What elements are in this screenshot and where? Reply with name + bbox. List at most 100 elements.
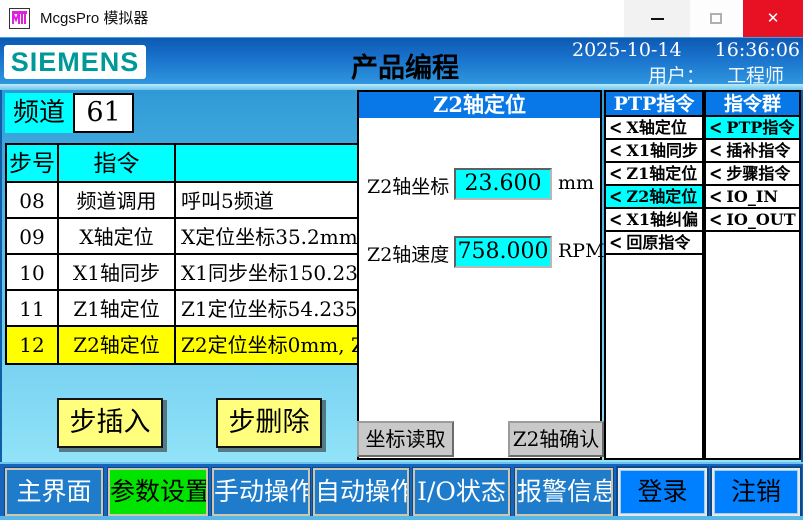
group-menu-title: 指令群 bbox=[706, 92, 799, 117]
z2-confirm-button[interactable]: Z2轴确认 bbox=[508, 421, 604, 457]
table-row[interactable]: 09 X轴定位 X定位坐标35.2mm, X bbox=[7, 219, 405, 255]
menu-item-label: X轴定位 bbox=[626, 118, 687, 137]
step-command: X轴定位 bbox=[59, 219, 176, 255]
menu-item-label: 插补指令 bbox=[726, 141, 791, 160]
header-divider bbox=[0, 84, 803, 90]
maximize-icon bbox=[710, 13, 722, 24]
chevron-left-icon: < bbox=[609, 209, 623, 231]
nav-io-status-button[interactable]: I/O状态 bbox=[413, 468, 510, 516]
nav-logout-button[interactable]: 注销 bbox=[712, 468, 800, 516]
step-no: 09 bbox=[7, 219, 59, 255]
ptp-command-menu: PTP指令 < X轴定位 < X1轴同步 < Z1轴定位 < Z2轴定位 < X1轴纠偏 … bbox=[604, 90, 704, 460]
page-header: SIEMENS 产品编程 2025-10-14 16:36:06 用户： 工程师 bbox=[0, 37, 803, 87]
chevron-left-icon: < bbox=[609, 117, 623, 139]
close-icon: ✕ bbox=[766, 9, 780, 27]
channel-label: 频道 bbox=[5, 93, 73, 133]
nav-login-button[interactable]: 登录 bbox=[618, 468, 707, 516]
chevron-left-icon: < bbox=[609, 140, 623, 162]
steps-table: 步号 指令 08 频道调用 呼叫5频道 09 X轴定位 X定位坐标35.2mm,… bbox=[5, 143, 407, 365]
bottom-navbar: 主界面 参数设置 手动操作 自动操作 I/O状态 报警信息 登录 注销 bbox=[0, 462, 803, 520]
z2-coordinate-field-row: Z2轴坐标 23.600 mm bbox=[359, 168, 600, 200]
chevron-left-icon: < bbox=[609, 163, 623, 185]
main-area: 频道 61 步号 指令 08 频道调用 呼叫5频道 09 X轴定位 X定位坐标3… bbox=[0, 90, 803, 462]
menu-item-label: PTP指令 bbox=[726, 118, 795, 137]
menu-item-label: Z2轴定位 bbox=[626, 187, 698, 206]
table-row-selected[interactable]: 12 Z2轴定位 Z2定位坐标0mm, Z2 bbox=[7, 327, 405, 363]
menu-item-z2-position[interactable]: < Z2轴定位 bbox=[606, 186, 702, 209]
maximize-button[interactable] bbox=[690, 0, 743, 37]
chevron-left-icon: < bbox=[609, 232, 623, 254]
col-header-step: 步号 bbox=[7, 145, 59, 183]
menu-item-home-command[interactable]: < 回原指令 bbox=[606, 232, 702, 255]
menu-item-io-in[interactable]: < IO_IN bbox=[706, 186, 799, 209]
table-row[interactable]: 10 X1轴同步 X1同步坐标150.23m bbox=[7, 255, 405, 291]
nav-parameter-settings-button[interactable]: 参数设置 bbox=[108, 468, 208, 516]
step-command: Z1轴定位 bbox=[59, 291, 176, 327]
chevron-left-icon: < bbox=[609, 186, 623, 208]
step-no: 10 bbox=[7, 255, 59, 291]
z2-speed-field-row: Z2轴速度 758.000 RPM bbox=[359, 236, 605, 268]
step-insert-button[interactable]: 步插入 bbox=[57, 398, 163, 448]
menu-item-step-commands[interactable]: < 步骤指令 bbox=[706, 163, 799, 186]
nav-manual-operation-button[interactable]: 手动操作 bbox=[212, 468, 310, 516]
menu-item-x1-sync[interactable]: < X1轴同步 bbox=[606, 140, 702, 163]
menu-item-label: IO_IN bbox=[726, 187, 778, 206]
siemens-logo: SIEMENS bbox=[4, 45, 146, 79]
menu-item-label: Z1轴定位 bbox=[626, 164, 698, 183]
close-button[interactable]: ✕ bbox=[743, 0, 803, 37]
menu-item-x1-correction[interactable]: < X1轴纠偏 bbox=[606, 209, 702, 232]
z2-axis-panel: Z2轴定位 Z2轴坐标 23.600 mm Z2轴速度 758.000 RPM … bbox=[357, 90, 605, 460]
minimize-button[interactable] bbox=[624, 0, 690, 37]
menu-item-label: X1轴纠偏 bbox=[626, 210, 698, 229]
chevron-left-icon: < bbox=[709, 117, 723, 139]
command-group-menu: 指令群 < PTP指令 < 插补指令 < 步骤指令 < IO_IN < IO_OUT bbox=[704, 90, 801, 460]
panel-title: Z2轴定位 bbox=[359, 92, 600, 118]
menu-item-interpolation-commands[interactable]: < 插补指令 bbox=[706, 140, 799, 163]
table-header-row: 步号 指令 bbox=[7, 145, 405, 183]
step-command: X1轴同步 bbox=[59, 255, 176, 291]
menu-item-label: 步骤指令 bbox=[726, 164, 791, 183]
menu-item-x-position[interactable]: < X轴定位 bbox=[606, 117, 702, 140]
col-header-command: 指令 bbox=[59, 145, 176, 183]
z2-coordinate-input[interactable]: 23.600 bbox=[454, 168, 552, 200]
window-title: McgsPro 模拟器 bbox=[40, 10, 149, 27]
nav-main-screen-button[interactable]: 主界面 bbox=[5, 468, 103, 516]
step-command: Z2轴定位 bbox=[59, 327, 176, 363]
title-bar: McgsPro 模拟器 ✕ bbox=[0, 0, 803, 37]
z2-coordinate-unit: mm bbox=[558, 172, 595, 194]
menu-item-io-out[interactable]: < IO_OUT bbox=[706, 209, 799, 232]
menu-item-label: IO_OUT bbox=[726, 210, 796, 229]
date-label: 2025-10-14 bbox=[572, 39, 682, 61]
chevron-left-icon: < bbox=[709, 140, 723, 162]
chevron-left-icon: < bbox=[709, 163, 723, 185]
channel-value-field[interactable]: 61 bbox=[73, 93, 134, 133]
step-command: 频道调用 bbox=[59, 183, 176, 219]
step-delete-button[interactable]: 步删除 bbox=[216, 398, 322, 448]
coordinate-read-button[interactable]: 坐标读取 bbox=[357, 421, 454, 457]
user-value: 工程师 bbox=[726, 65, 784, 87]
ptp-menu-title: PTP指令 bbox=[606, 92, 702, 117]
chevron-left-icon: < bbox=[709, 186, 723, 208]
z2-coordinate-label: Z2轴坐标 bbox=[367, 176, 450, 198]
nav-auto-operation-button[interactable]: 自动操作 bbox=[313, 468, 409, 516]
z2-speed-label: Z2轴速度 bbox=[367, 244, 450, 266]
step-no: 08 bbox=[7, 183, 59, 219]
header-status: 2025-10-14 16:36:06 用户： 工程师 bbox=[572, 39, 800, 88]
menu-item-label: X1轴同步 bbox=[626, 141, 698, 160]
step-no: 11 bbox=[7, 291, 59, 327]
chevron-left-icon: < bbox=[709, 209, 723, 231]
table-row[interactable]: 08 频道调用 呼叫5频道 bbox=[7, 183, 405, 219]
nav-alarm-info-button[interactable]: 报警信息 bbox=[515, 468, 613, 516]
app-icon bbox=[9, 8, 30, 29]
z2-speed-input[interactable]: 758.000 bbox=[454, 236, 552, 268]
menu-item-ptp-commands[interactable]: < PTP指令 bbox=[706, 117, 799, 140]
menu-item-label: 回原指令 bbox=[626, 233, 691, 252]
time-label: 16:36:06 bbox=[714, 39, 800, 61]
page-title: 产品编程 bbox=[351, 53, 459, 84]
step-no: 12 bbox=[7, 327, 59, 363]
table-row[interactable]: 11 Z1轴定位 Z1定位坐标54.235m bbox=[7, 291, 405, 327]
minimize-icon bbox=[651, 18, 664, 20]
menu-item-z1-position[interactable]: < Z1轴定位 bbox=[606, 163, 702, 186]
user-label: 用户： bbox=[647, 65, 705, 87]
